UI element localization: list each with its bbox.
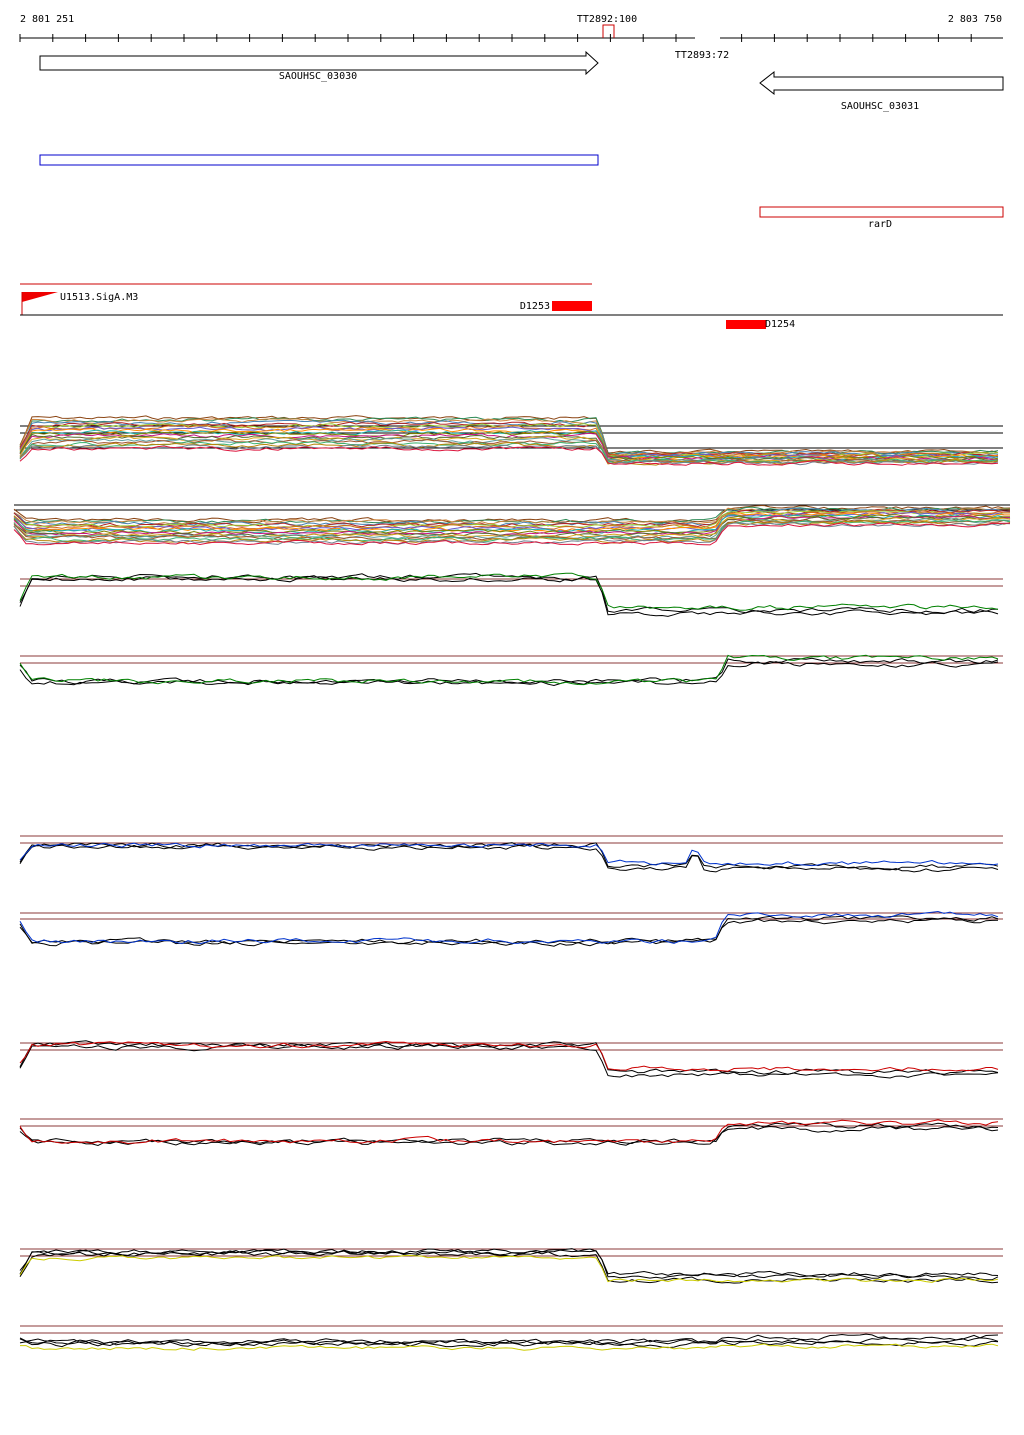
- expression-trace: [19, 424, 999, 459]
- region-label: D1253: [520, 301, 550, 312]
- expression-trace: [19, 1340, 999, 1349]
- expression-trace: [19, 433, 999, 462]
- expression-trace: [19, 842, 999, 867]
- expression-trace: [19, 1254, 999, 1283]
- expression-trace: [19, 1119, 999, 1145]
- expression-trace: [19, 910, 999, 945]
- expression-trace: [19, 842, 999, 871]
- operon-box: [759, 206, 1004, 218]
- expression-trace: [19, 427, 999, 460]
- expression-trace: [13, 504, 1011, 524]
- region: [726, 320, 766, 329]
- ruler-end: 2 803 750: [948, 14, 1002, 25]
- expression-trace: [19, 415, 999, 455]
- expression-trace: [13, 509, 1011, 528]
- expression-trace: [19, 1125, 999, 1147]
- expression-trace: [19, 445, 999, 466]
- expression-trace: [19, 1248, 999, 1281]
- promoter-label: U1513.SigA.M3: [60, 292, 138, 303]
- expression-trace: [13, 515, 1011, 538]
- expression-trace: [13, 511, 1011, 530]
- expression-trace: [13, 514, 1011, 534]
- expression-trace: [19, 418, 999, 456]
- expression-trace: [19, 1333, 999, 1347]
- expression-traces: [13, 415, 1011, 1351]
- gene-label: SAOUHSC_03031: [841, 101, 919, 112]
- gene-arrow: [759, 70, 1004, 96]
- expression-trace: [19, 1040, 999, 1075]
- expression-trace: [13, 522, 1011, 546]
- gene-label: SAOUHSC_03030: [279, 71, 357, 82]
- operon-label: rarD: [868, 219, 892, 230]
- ruler-start: 2 801 251: [20, 14, 74, 25]
- expression-trace: [19, 575, 999, 617]
- expression-trace: [19, 416, 999, 456]
- expression-trace: [19, 1040, 999, 1072]
- expression-trace: [19, 843, 999, 873]
- ruler-ticks: [19, 34, 972, 42]
- expression-trace: [13, 506, 1011, 525]
- region-label: D1254: [765, 319, 795, 330]
- terminator-label: TT2892:100: [577, 14, 637, 25]
- expression-trace: [19, 661, 999, 687]
- expression-trace: [19, 654, 999, 686]
- expression-trace: [19, 572, 999, 611]
- terminator-label: TT2893:72: [675, 50, 729, 61]
- expression-trace: [19, 431, 999, 461]
- expression-trace: [19, 1248, 999, 1278]
- gene-arrow: [39, 50, 599, 76]
- expression-trace: [13, 512, 1010, 532]
- expression-trace: [20, 1343, 999, 1351]
- expression-trace: [13, 522, 1011, 545]
- region: [552, 301, 592, 311]
- expression-trace: [19, 1043, 999, 1079]
- blue-box: [39, 154, 599, 166]
- expression-trace: [19, 444, 999, 466]
- terminator: [602, 24, 615, 38]
- promoter: [22, 292, 58, 302]
- expression-trace: [13, 514, 1010, 535]
- expression-trace: [19, 1122, 999, 1145]
